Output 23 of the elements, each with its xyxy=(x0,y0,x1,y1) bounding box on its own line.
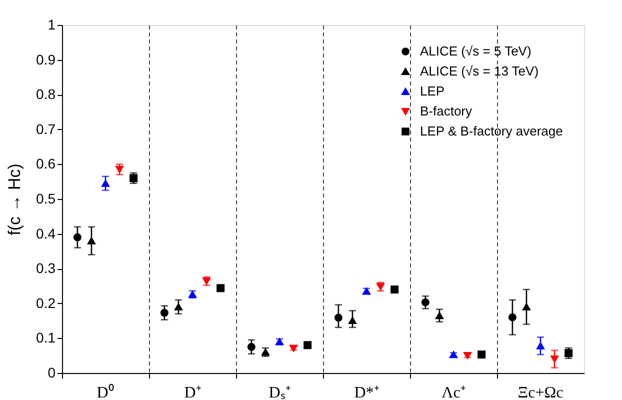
y-axis-title: f(c → Hc) xyxy=(5,164,24,236)
y-tick-label: 0.8 xyxy=(36,86,56,102)
legend-label: ALICE (√s = 5 TeV) xyxy=(420,44,532,58)
y-tick-label: 0.1 xyxy=(36,330,56,346)
legend-label: LEP xyxy=(420,84,445,98)
y-tick-label: 0.7 xyxy=(36,120,56,137)
y-tick-label: 0.6 xyxy=(36,156,56,172)
x-tick-label: D*⁺ xyxy=(354,384,379,400)
legend-label: ALICE (√s = 13 TeV) xyxy=(420,64,539,78)
y-tick-label: 0 xyxy=(48,364,56,380)
y-tick-label: 0.3 xyxy=(36,260,56,276)
y-tick-label: 1 xyxy=(48,16,56,32)
x-tick-label: D⁺ xyxy=(184,384,201,400)
y-tick-label: 0.4 xyxy=(36,225,56,242)
x-tick-label: Dₛ⁺ xyxy=(268,384,290,400)
x-tick-label: D⁰ xyxy=(96,384,114,400)
y-tick-label: 0.5 xyxy=(36,190,56,206)
y-tick-label: 0.9 xyxy=(36,51,56,68)
x-tick-label: Ξc+Ωc xyxy=(518,384,564,400)
y-tick-label: 0.2 xyxy=(36,294,56,311)
legend-label: LEP & B-factory average xyxy=(420,124,563,138)
legend-label: B-factory xyxy=(420,104,473,118)
x-tick-label: Λc⁺ xyxy=(442,384,466,400)
